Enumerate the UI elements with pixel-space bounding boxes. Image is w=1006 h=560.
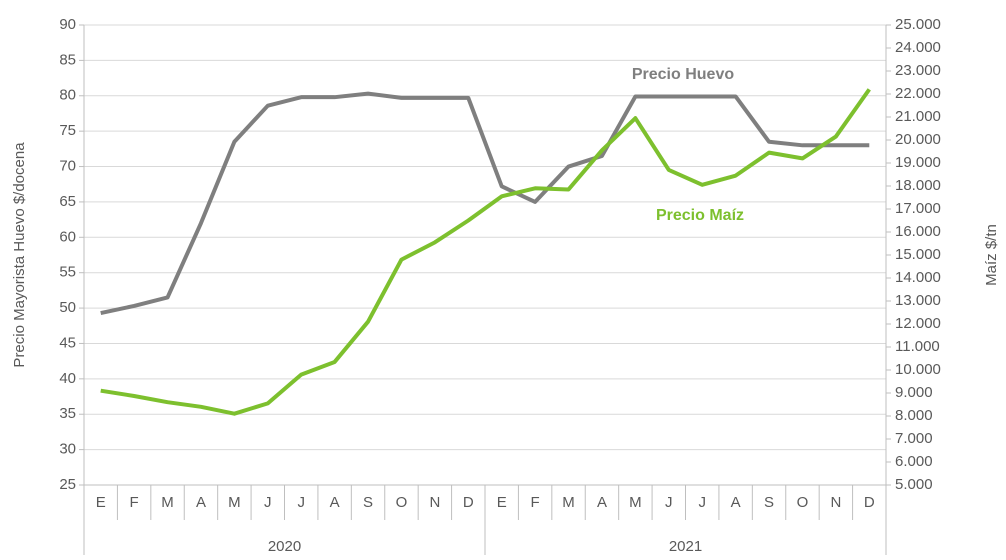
x-tick-label: N xyxy=(429,494,440,511)
x-tick-label: S xyxy=(764,494,774,511)
y-tick-label: 65 xyxy=(59,193,76,210)
x-tick-label: A xyxy=(330,494,340,511)
x-tick-label: M xyxy=(228,494,241,511)
y2-tick-label: 17.000 xyxy=(895,200,941,217)
y2-tick-label: 13.000 xyxy=(895,292,941,309)
x-tick-label: S xyxy=(363,494,373,511)
y2-tick-label: 20.000 xyxy=(895,131,941,148)
y2-tick-label: 19.000 xyxy=(895,154,941,171)
y2-tick-label: 12.000 xyxy=(895,315,941,332)
x-tick-label: A xyxy=(731,494,741,511)
y2-axis-title: Maíz $/tn xyxy=(983,224,1000,286)
y2-tick-label: 9.000 xyxy=(895,384,933,401)
y-tick-label: 55 xyxy=(59,264,76,281)
y-tick-label: 60 xyxy=(59,228,76,245)
y2-tick-label: 5.000 xyxy=(895,476,933,493)
x-tick-label: E xyxy=(497,494,507,511)
y2-tick-label: 16.000 xyxy=(895,223,941,240)
y-tick-label: 85 xyxy=(59,51,76,68)
x-group-label: 2020 xyxy=(268,538,301,555)
x-tick-label: D xyxy=(864,494,875,511)
series-label: Precio Maíz xyxy=(656,207,744,224)
x-tick-label: M xyxy=(629,494,642,511)
x-tick-label: F xyxy=(130,494,139,511)
y2-tick-label: 15.000 xyxy=(895,246,941,263)
y-tick-label: 30 xyxy=(59,441,76,458)
series-line xyxy=(100,91,870,315)
y-tick-label: 70 xyxy=(59,158,76,175)
y2-tick-label: 23.000 xyxy=(895,62,941,79)
y-tick-label: 80 xyxy=(59,87,76,104)
x-tick-label: M xyxy=(161,494,174,511)
y2-tick-label: 7.000 xyxy=(895,430,933,447)
y2-tick-label: 25.000 xyxy=(895,16,941,33)
y-axis-title: Precio Mayorista Huevo $/docena xyxy=(11,142,28,368)
series-line xyxy=(100,88,871,416)
y-tick-label: 35 xyxy=(59,405,76,422)
series-label: Precio Huevo xyxy=(632,66,734,83)
y2-tick-label: 18.000 xyxy=(895,177,941,194)
x-tick-label: A xyxy=(196,494,206,511)
y2-tick-label: 11.000 xyxy=(895,338,940,355)
y2-tick-label: 22.000 xyxy=(895,85,941,102)
y2-tick-label: 14.000 xyxy=(895,269,941,286)
x-tick-label: J xyxy=(698,494,706,511)
y-tick-label: 50 xyxy=(59,299,76,316)
y2-tick-label: 24.000 xyxy=(895,39,941,56)
y-tick-label: 45 xyxy=(59,334,76,351)
y2-tick-label: 10.000 xyxy=(895,361,941,378)
y-tick-label: 75 xyxy=(59,122,76,139)
x-tick-label: M xyxy=(562,494,575,511)
y-tick-label: 25 xyxy=(59,476,76,493)
x-tick-label: O xyxy=(396,494,408,511)
y2-tick-label: 21.000 xyxy=(895,108,941,125)
x-tick-label: F xyxy=(531,494,540,511)
y-tick-label: 90 xyxy=(59,16,76,33)
y2-tick-label: 6.000 xyxy=(895,453,933,470)
y2-tick-label: 8.000 xyxy=(895,407,933,424)
x-group-label: 2021 xyxy=(669,538,702,555)
x-tick-label: E xyxy=(96,494,106,511)
x-tick-label: N xyxy=(830,494,841,511)
x-tick-label: D xyxy=(463,494,474,511)
x-tick-label: O xyxy=(797,494,809,511)
x-tick-label: A xyxy=(597,494,607,511)
x-tick-label: J xyxy=(264,494,272,511)
x-tick-label: J xyxy=(665,494,673,511)
x-tick-label: J xyxy=(297,494,305,511)
y-tick-label: 40 xyxy=(59,370,76,387)
